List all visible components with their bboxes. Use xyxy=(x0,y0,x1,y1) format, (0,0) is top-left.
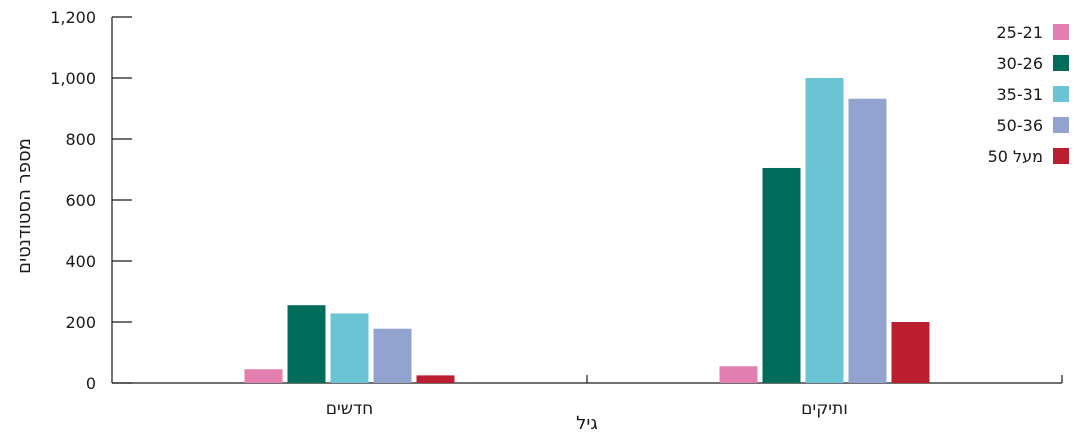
legend-label: 30-26 xyxy=(997,54,1044,73)
legend-swatch xyxy=(1053,117,1069,133)
legend-label: 35-31 xyxy=(997,85,1044,104)
x-category-label: חדשים xyxy=(326,399,374,419)
y-tick-label: 200 xyxy=(65,313,96,332)
bar xyxy=(891,322,930,383)
y-tick-label: 1,000 xyxy=(50,69,96,88)
bars xyxy=(244,78,930,384)
bar xyxy=(805,78,844,383)
legend-swatch xyxy=(1053,148,1069,164)
bar xyxy=(719,366,758,383)
legend-swatch xyxy=(1053,55,1069,71)
legend-label: 25-21 xyxy=(997,23,1044,42)
y-tick-label: 1,200 xyxy=(50,8,96,27)
legend-swatch xyxy=(1053,86,1069,102)
legend-label: מעל 50 xyxy=(988,147,1043,166)
y-tick-label: 600 xyxy=(65,191,96,210)
x-category-labels: חדשים ותיקים xyxy=(326,399,848,419)
x-axis-title: גיל xyxy=(576,413,598,433)
legend-swatch xyxy=(1053,24,1069,40)
bar xyxy=(416,375,455,383)
bar xyxy=(287,305,326,383)
legend-label: 50-36 xyxy=(997,116,1044,135)
y-axis-title: מספר הסטודנטים xyxy=(14,138,35,274)
y-tick-label: 800 xyxy=(65,130,96,149)
bar xyxy=(330,313,369,383)
y-tick-label: 400 xyxy=(65,252,96,271)
y-tick-label: 0 xyxy=(86,374,96,393)
bar xyxy=(762,167,801,383)
bar xyxy=(244,369,283,383)
legend: 25-21 30-26 35-31 50-36 מעל 50 xyxy=(988,23,1069,166)
bar xyxy=(848,98,887,384)
x-category-label: ותיקים xyxy=(801,399,848,419)
y-ticks: 0 200 400 600 800 1,000 1,200 xyxy=(50,8,132,393)
bar xyxy=(373,328,412,383)
